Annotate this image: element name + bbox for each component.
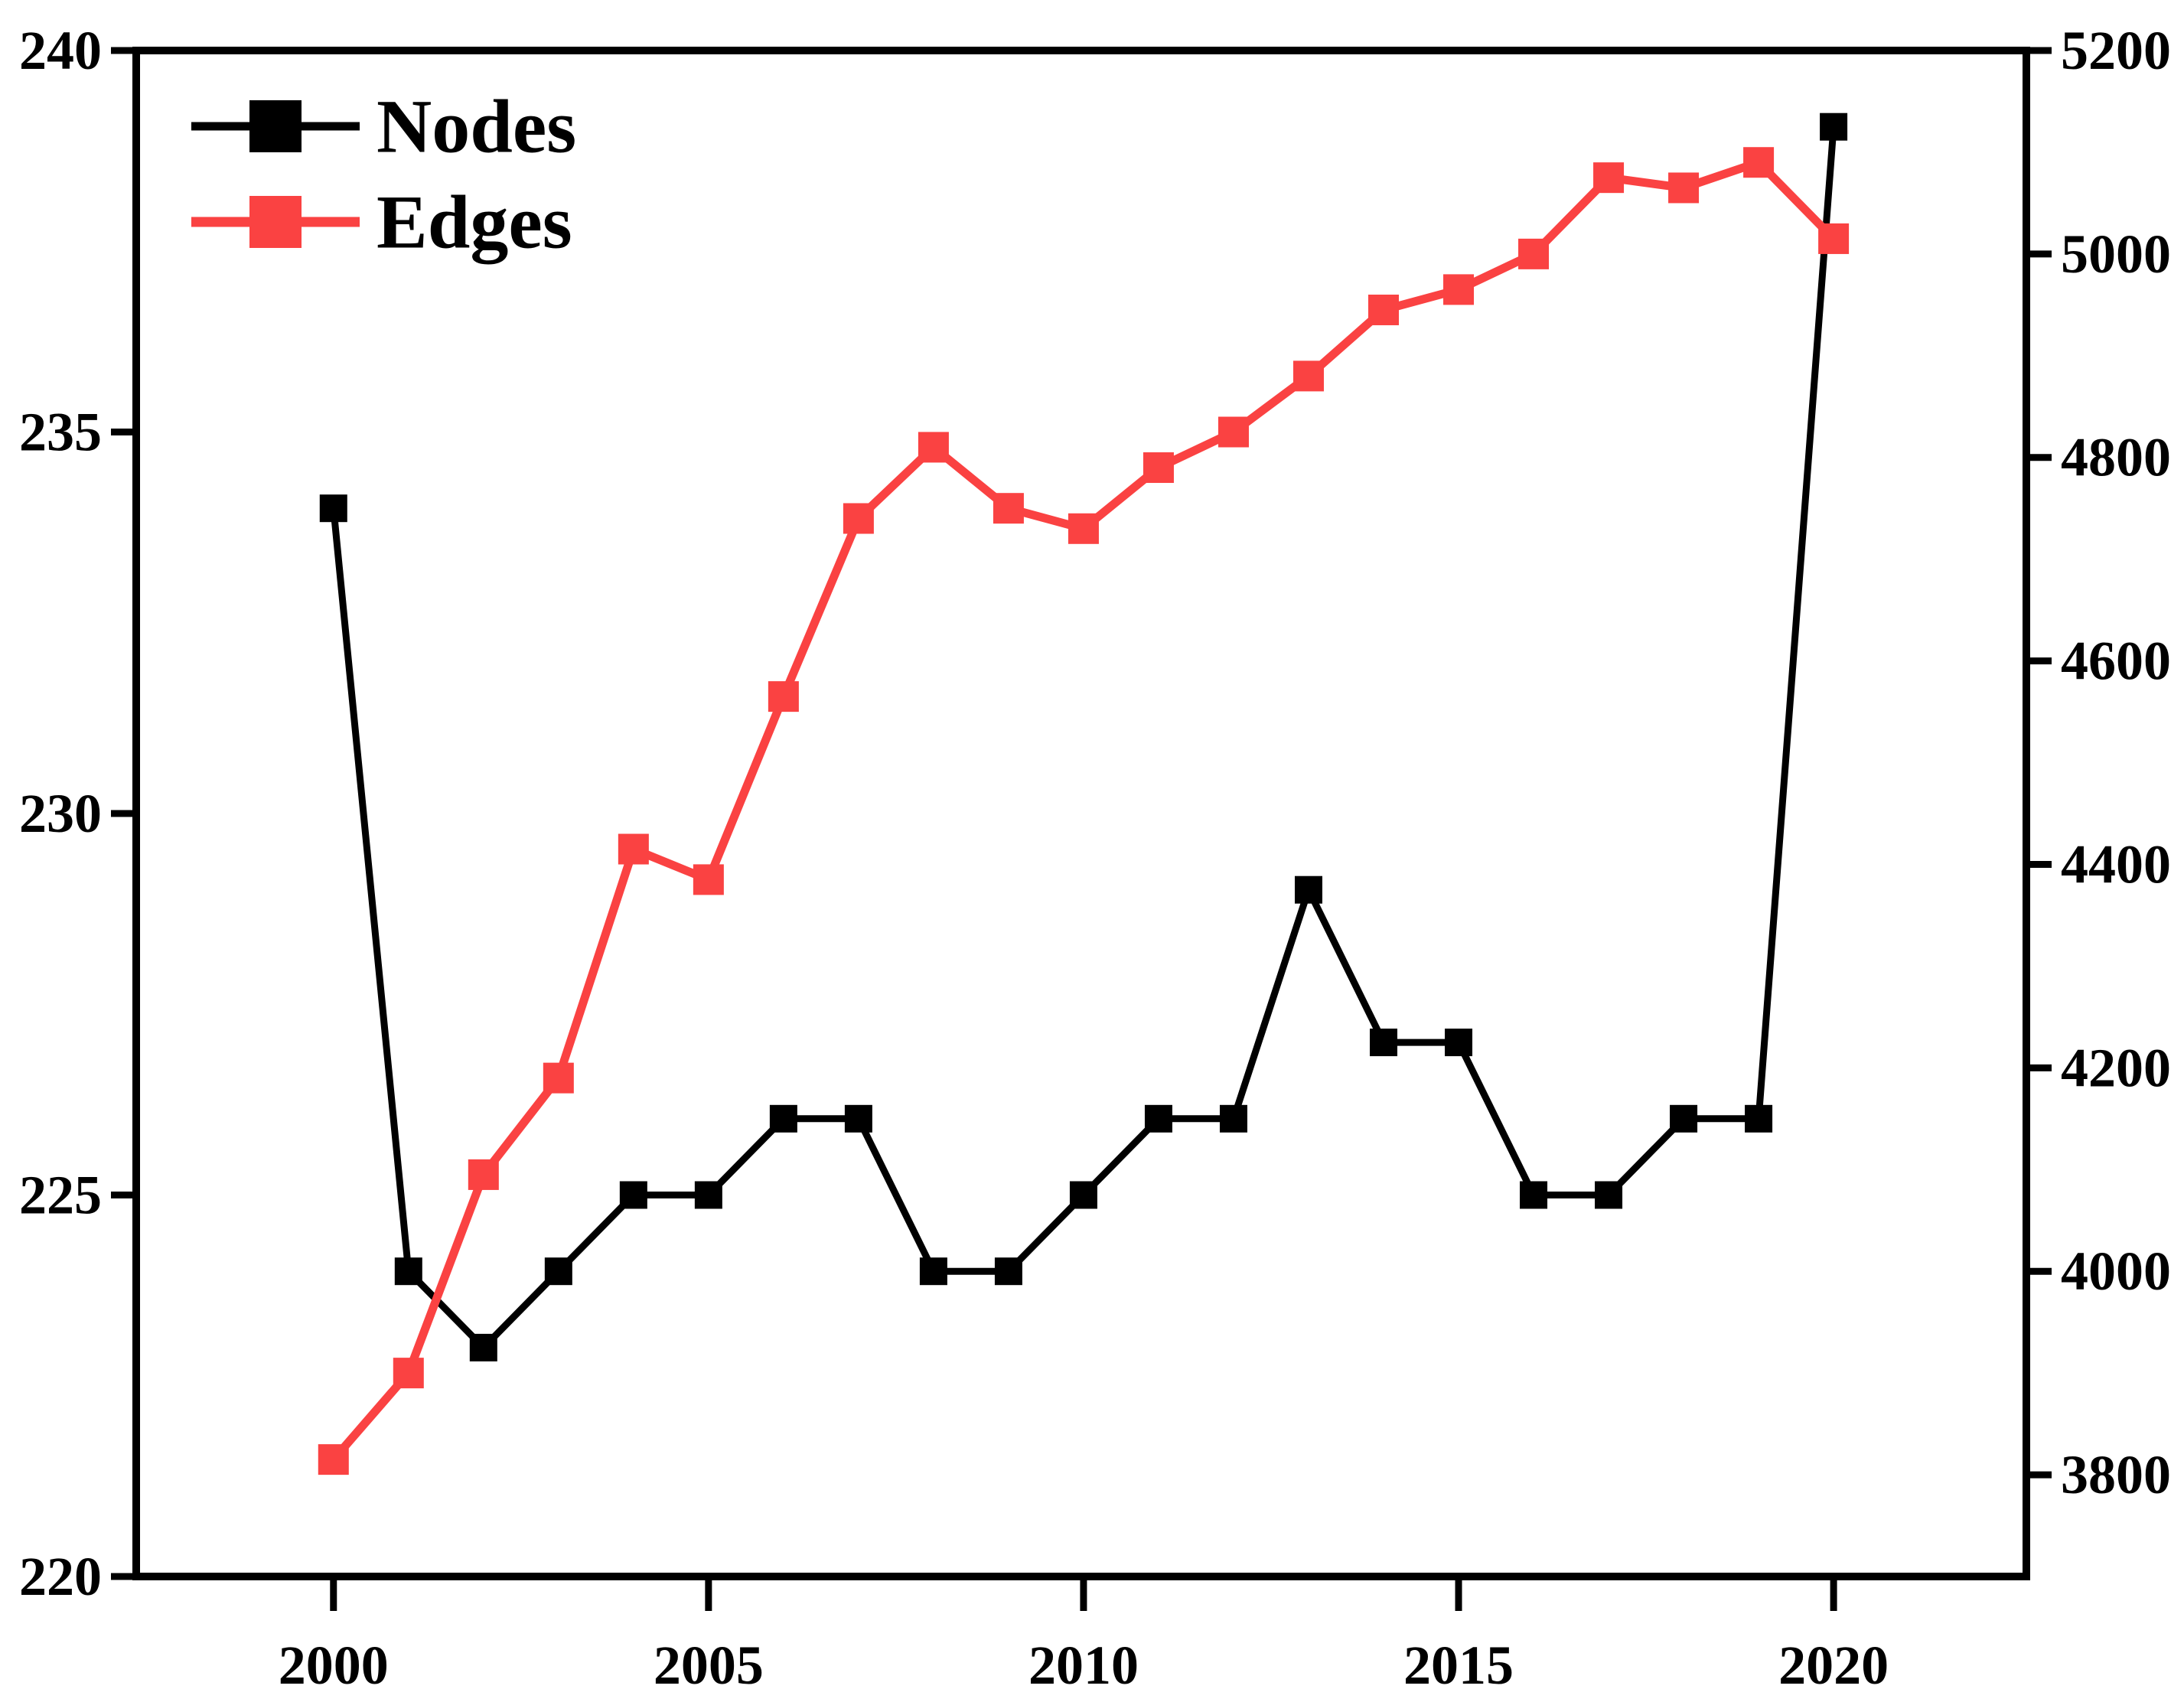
nodes-marker: [1520, 1181, 1548, 1209]
edges-marker: [1443, 274, 1475, 305]
edges-marker: [693, 864, 724, 895]
nodes-marker: [994, 1257, 1022, 1286]
nodes-marker: [1745, 1104, 1773, 1133]
legend-marker-edges: [249, 196, 302, 248]
edges-marker: [843, 503, 874, 534]
nodes-series: [319, 112, 1848, 1361]
plot-frame: [132, 47, 2030, 1580]
x-tick-label: 2000: [279, 1635, 389, 1689]
x-axis: 2000 2005 2010 2015 2020: [279, 1580, 1889, 1689]
legend-item-edges: Edges: [191, 180, 572, 265]
edges-marker: [618, 833, 649, 865]
x-tick-label: 2020: [1778, 1635, 1889, 1689]
y-right-tick-label: 4800: [2061, 427, 2171, 488]
legend-item-nodes: Nodes: [191, 84, 576, 169]
edges-marker: [918, 432, 949, 463]
y-right-tick-label: 4400: [2061, 833, 2171, 895]
nodes-marker: [844, 1104, 872, 1133]
nodes-marker: [1219, 1104, 1247, 1133]
nodes-marker: [769, 1104, 797, 1133]
y-left-tick-label: 240: [19, 20, 102, 81]
nodes-marker: [1595, 1181, 1623, 1209]
edges-marker: [393, 1358, 424, 1389]
edges-series: [318, 147, 1850, 1475]
nodes-marker: [1294, 875, 1322, 904]
nodes-marker: [1069, 1181, 1097, 1209]
edges-marker: [1368, 294, 1400, 325]
y-right-tick-label: 4200: [2061, 1037, 2171, 1098]
y-left-tick-label: 230: [19, 783, 102, 844]
y-left-tick-label: 225: [19, 1165, 102, 1226]
nodes-marker: [1820, 112, 1848, 141]
edges-marker: [543, 1062, 574, 1094]
edges-marker: [468, 1159, 499, 1190]
edges-marker: [1818, 223, 1850, 254]
edges-marker: [1518, 238, 1550, 269]
edges-marker: [1743, 147, 1775, 178]
nodes-marker: [319, 494, 347, 523]
nodes-marker: [469, 1333, 497, 1361]
legend: Nodes Edges: [191, 84, 576, 265]
y-right-axis: 3800 4000 4200 4400 4600 4800 5000 5200: [2030, 20, 2171, 1505]
nodes-marker: [919, 1257, 947, 1286]
x-tick-label: 2015: [1403, 1635, 1514, 1689]
nodes-marker: [394, 1257, 422, 1286]
edges-marker: [1143, 452, 1174, 484]
y-left-axis: 220 225 230 235 240: [19, 20, 132, 1607]
edges-marker: [1292, 360, 1324, 392]
edges-marker: [993, 493, 1024, 524]
nodes-marker: [1670, 1104, 1698, 1133]
x-tick-label: 2005: [654, 1635, 764, 1689]
edges-marker: [1068, 513, 1099, 544]
nodes-marker: [1370, 1029, 1398, 1057]
y-right-tick-label: 5200: [2061, 20, 2171, 81]
legend-marker-nodes: [249, 100, 302, 152]
x-tick-label: 2010: [1028, 1635, 1139, 1689]
edges-marker: [1217, 416, 1249, 448]
nodes-marker: [1445, 1029, 1473, 1057]
y-left-tick-label: 220: [19, 1546, 102, 1607]
y-left-tick-label: 235: [19, 402, 102, 463]
nodes-marker: [1144, 1104, 1172, 1133]
nodes-marker: [694, 1181, 722, 1209]
edges-marker: [1668, 172, 1700, 204]
edges-marker: [768, 681, 799, 712]
nodes-marker: [544, 1257, 572, 1286]
edges-marker: [318, 1444, 349, 1475]
y-right-tick-label: 4600: [2061, 631, 2171, 692]
y-right-tick-label: 4000: [2061, 1241, 2171, 1302]
y-right-tick-label: 5000: [2061, 223, 2171, 285]
edges-marker: [1593, 162, 1625, 194]
y-right-tick-label: 3800: [2061, 1444, 2171, 1505]
legend-label-edges: Edges: [376, 180, 572, 265]
nodes-marker: [619, 1181, 647, 1209]
legend-label-nodes: Nodes: [376, 84, 576, 169]
